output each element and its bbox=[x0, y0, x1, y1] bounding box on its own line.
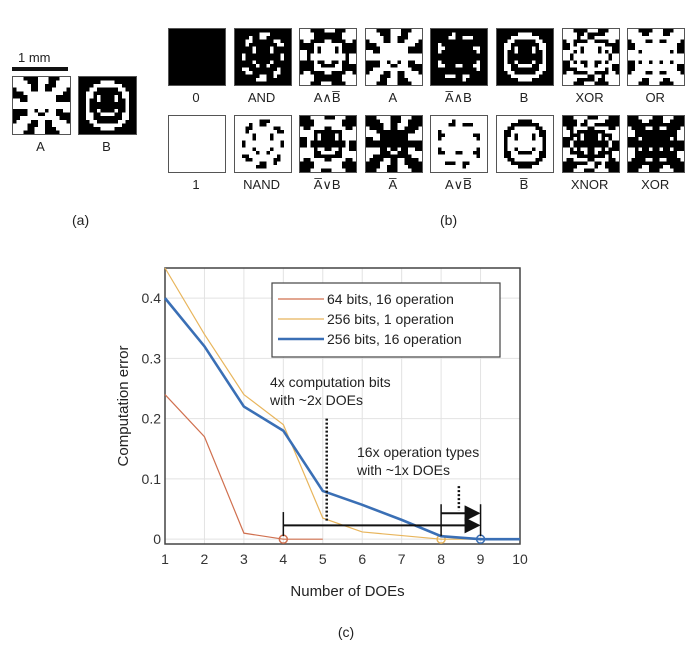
tile-label: XOR bbox=[641, 177, 670, 192]
tile-label: B bbox=[102, 139, 111, 154]
tile-label: A bbox=[36, 139, 45, 154]
tile-label: B bbox=[519, 90, 529, 105]
logic-tile-a-and-notb bbox=[299, 28, 358, 86]
tile-label: 0 bbox=[192, 90, 200, 105]
logic-tile-0 bbox=[168, 28, 226, 86]
x-tick-label: 5 bbox=[319, 551, 327, 567]
tile-label: NAND bbox=[243, 177, 281, 192]
tile-label: OR bbox=[645, 90, 665, 105]
y-tick-label: 0.4 bbox=[142, 290, 162, 306]
tile-label: XOR bbox=[575, 90, 604, 105]
tile-label: A bbox=[388, 90, 398, 105]
tile-label: AND bbox=[247, 90, 276, 105]
scale-bar-label: 1 mm bbox=[18, 50, 51, 65]
x-tick-label: 6 bbox=[358, 551, 366, 567]
x-tick-label: 10 bbox=[512, 551, 528, 567]
tile-label: A̅ bbox=[388, 177, 398, 192]
caption-b: (b) bbox=[440, 212, 458, 228]
tile-label: A̅∧B bbox=[444, 90, 472, 105]
tile-label: A∨B̅ bbox=[444, 177, 472, 192]
logic-tile-nota-or-b bbox=[299, 115, 358, 173]
logic-tile-1 bbox=[168, 115, 226, 173]
y-tick-label: 0 bbox=[153, 531, 161, 547]
caption-c: (c) bbox=[338, 624, 354, 640]
legend-label-1: 256 bits, 1 operation bbox=[327, 311, 454, 327]
logic-tile-or bbox=[627, 28, 686, 86]
legend-box bbox=[271, 282, 501, 358]
logic-tile-xnor bbox=[561, 115, 620, 173]
logic-tile-nota bbox=[364, 115, 423, 173]
annotation-text: with ~1x DOEs bbox=[356, 462, 450, 478]
tile-label: B̅ bbox=[519, 177, 529, 192]
logic-tile-a bbox=[12, 76, 71, 135]
logic-tile-a-or-notb bbox=[430, 115, 489, 173]
x-tick-label: 8 bbox=[437, 551, 445, 567]
y-tick-label: 0.3 bbox=[142, 350, 162, 366]
x-tick-label: 9 bbox=[477, 551, 485, 567]
x-tick-label: 1 bbox=[161, 551, 169, 567]
scale-bar bbox=[12, 67, 68, 71]
logic-tile-nand bbox=[233, 115, 292, 173]
legend-label-2: 256 bits, 16 operation bbox=[327, 331, 462, 347]
y-axis-label: Computation error bbox=[115, 346, 132, 467]
logic-tile-notb bbox=[496, 115, 554, 173]
x-axis-label: Number of DOEs bbox=[290, 583, 404, 600]
series-line-2 bbox=[163, 297, 520, 541]
logic-tile-b bbox=[496, 28, 554, 86]
logic-tile-nota-and-b bbox=[430, 28, 489, 86]
legend-label-0: 64 bits, 16 operation bbox=[327, 291, 454, 307]
x-tick-label: 4 bbox=[279, 551, 287, 567]
x-tick-label: 3 bbox=[240, 551, 248, 567]
annotation-text: 16x operation types bbox=[357, 444, 479, 460]
y-tick-label: 0.1 bbox=[142, 471, 162, 487]
logic-tile-and bbox=[233, 28, 292, 86]
annotation-text: with ~2x DOEs bbox=[269, 392, 363, 408]
logic-tile-b bbox=[78, 76, 137, 135]
logic-tile-a bbox=[364, 28, 423, 86]
tile-label: A∧B̅ bbox=[313, 90, 341, 105]
y-tick-label: 0.2 bbox=[142, 411, 162, 427]
logic-tile-xor bbox=[561, 28, 620, 86]
x-tick-label: 2 bbox=[201, 551, 209, 567]
series-line-0 bbox=[164, 394, 323, 540]
tile-label: XNOR bbox=[570, 177, 609, 192]
x-tick-label: 7 bbox=[398, 551, 406, 567]
caption-a: (a) bbox=[72, 212, 90, 228]
tile-label: A̅∨B bbox=[313, 177, 341, 192]
annotation-text: 4x computation bits bbox=[270, 374, 391, 390]
tile-label: 1 bbox=[192, 177, 200, 192]
logic-tile-nor bbox=[627, 115, 686, 173]
plot-frame bbox=[164, 267, 521, 545]
